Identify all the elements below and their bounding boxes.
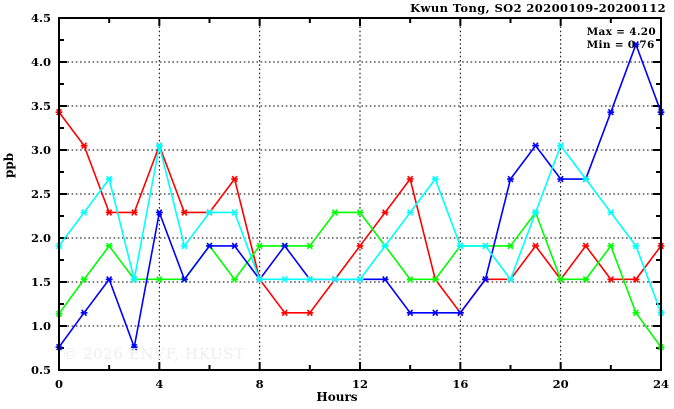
y-tick-group: 0.5 1.0 1.5 2.0 2.5 3.0 3.5 4.0 4.5 [31,11,661,377]
data-point [256,275,264,283]
data-point [256,242,264,250]
x-tick-label: 0 [55,377,63,391]
x-tick-label: 4 [155,377,163,391]
data-point [557,142,565,149]
data-point [607,242,615,250]
data-point [406,309,414,317]
data-point [80,275,88,283]
data-point [306,275,314,283]
data-point [406,175,414,183]
data-point [356,275,364,283]
data-point [456,242,464,250]
data-point [281,309,289,317]
data-point [281,275,289,283]
data-point [306,309,314,317]
data-point [582,242,590,250]
data-point [532,242,539,250]
data-point [431,309,439,317]
data-point [281,242,289,250]
y-tick-label: 2.0 [31,231,51,245]
data-point [582,175,590,183]
data-point [507,242,514,250]
data-point [532,142,539,149]
data-point [431,275,439,283]
data-point [356,242,364,250]
data-point [607,108,615,116]
data-point [231,209,238,216]
x-tick-label: 24 [653,377,669,391]
data-point [331,275,339,283]
data-point [557,175,565,183]
data-point [80,142,88,149]
data-point [456,309,464,317]
data-point [130,343,138,351]
data-point [155,275,163,283]
x-tick-group: 0 4 8 12 16 20 24 [55,18,669,391]
y-tick-label: 3.5 [31,99,51,113]
data-point [632,275,640,283]
y-tick-label: 1.0 [31,319,51,333]
data-point [130,275,138,283]
data-point [80,209,88,216]
data-point [331,209,339,216]
data-point [105,175,113,183]
x-tick-label: 12 [352,377,368,391]
data-point [306,242,314,250]
data-point [206,242,213,250]
y-tick-label: 4.5 [31,11,51,25]
y-tick-label: 2.5 [31,187,51,201]
data-point [582,275,590,283]
data-point [381,209,389,216]
data-point [105,275,113,283]
data-point [381,242,389,250]
data-point [206,209,213,216]
plot-frame [58,17,662,371]
x-tick-label: 8 [256,377,264,391]
data-point [482,242,489,250]
data-point [181,275,188,283]
data-point [181,209,188,216]
data-point [532,209,539,216]
data-point [231,275,238,283]
minmax-annotation: Max = 4.20 Min = 0.76 [587,26,656,52]
data-point [105,242,113,250]
data-point [406,275,414,283]
data-point [431,175,439,183]
y-tick-label: 1.5 [31,275,51,289]
data-point [632,309,640,317]
data-point [482,275,489,283]
y-axis-label: ppb [2,152,16,178]
y-tick-label: 4.0 [31,55,51,69]
max-label: Max = 4.20 [586,26,656,38]
gridlines-group [59,18,661,370]
data-point [557,275,565,283]
data-point [507,275,514,283]
data-point [130,209,138,216]
series-20200112 [55,142,665,317]
data-point [507,175,514,183]
y-tick-label: 0.5 [31,363,51,377]
chart-title: Kwun Tong, SO2 20200109-20200112 [410,1,666,15]
data-point [356,209,364,216]
data-point [155,209,163,216]
data-point [381,275,389,283]
data-point [632,41,640,48]
data-point [632,242,640,250]
min-label: Min = 0.76 [586,39,655,51]
data-point [607,275,615,283]
data-point [406,209,414,216]
data-point [231,242,238,250]
y-tick-label: 3.0 [31,143,51,157]
data-point [181,242,188,250]
data-point [155,142,163,149]
data-point [105,209,113,216]
data-point [231,175,238,183]
data-point [80,309,88,317]
x-axis-label: Hours [316,390,358,404]
x-tick-label: 16 [452,377,468,391]
x-tick-label: 20 [553,377,569,391]
data-point [607,209,615,216]
